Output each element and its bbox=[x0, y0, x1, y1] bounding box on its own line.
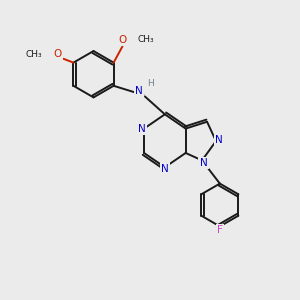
Text: N: N bbox=[161, 164, 169, 174]
Text: H: H bbox=[148, 79, 154, 88]
Text: N: N bbox=[135, 85, 143, 96]
Text: N: N bbox=[138, 124, 146, 134]
Text: O: O bbox=[118, 35, 127, 45]
Text: O: O bbox=[54, 49, 62, 59]
Text: CH₃: CH₃ bbox=[26, 50, 43, 59]
Text: N: N bbox=[200, 158, 207, 168]
Text: N: N bbox=[215, 135, 223, 145]
Text: CH₃: CH₃ bbox=[138, 35, 154, 44]
Text: F: F bbox=[217, 225, 223, 235]
